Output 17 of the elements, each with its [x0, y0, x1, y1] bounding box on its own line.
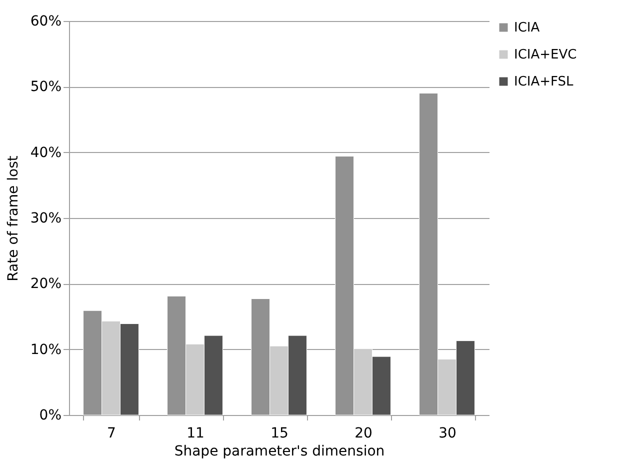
y-tick-label: 0%	[39, 408, 62, 424]
legend-label: ICIA	[514, 20, 540, 36]
y-tick-label: 40%	[30, 144, 62, 161]
y-tick-label: 20%	[30, 276, 62, 292]
x-tick-label: 11	[186, 426, 204, 442]
legend-label: ICIA+FSL	[514, 74, 574, 90]
y-tick-label: 50%	[30, 79, 62, 96]
y-tick-label: 60%	[30, 14, 62, 30]
y-tick-label: 30%	[30, 210, 62, 226]
y-axis-title: Rate of frame lost	[5, 155, 22, 282]
x-tick-label: 15	[270, 426, 288, 442]
x-tick-label: 7	[107, 426, 116, 442]
x-tick-label: 20	[354, 426, 372, 442]
y-tick-label: 10%	[30, 342, 62, 358]
x-axis-title: Shape parameter's dimension	[174, 444, 385, 460]
legend-label: ICIA+EVC	[514, 48, 577, 62]
x-tick-label: 30	[438, 426, 456, 442]
